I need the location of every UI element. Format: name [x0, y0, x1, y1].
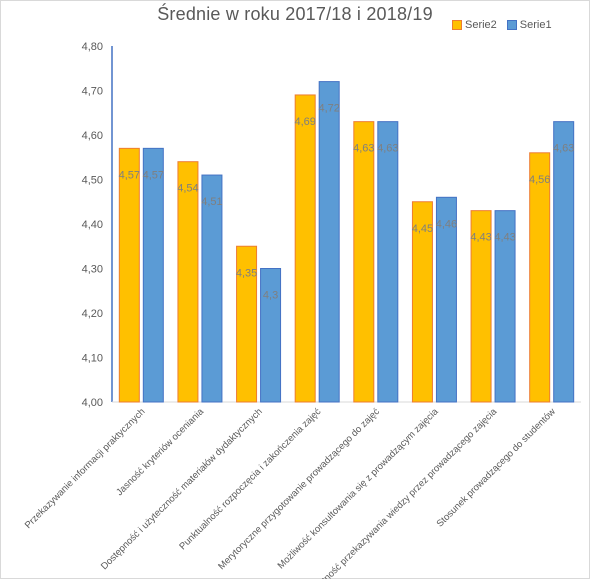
bar-serie2-1 [118, 147, 140, 403]
chart-title: Średnie w roku 2017/18 i 2018/19 [157, 4, 433, 24]
legend-item-serie1: Serie1 [506, 19, 552, 31]
data-label-serie1-5: 4,63 [377, 143, 398, 155]
data-label-serie1-6: 4,46 [436, 218, 457, 230]
x-tick-label: Przekazywanie informacji praktycznych [23, 406, 148, 531]
legend-label-serie1: Serie1 [519, 19, 552, 31]
x-tick-label: Stosunek prowadzącego do studentów [435, 406, 558, 529]
y-tick-label: 4,40 [82, 219, 103, 231]
bar-serie1-5 [377, 121, 399, 403]
bar-serie1-2 [201, 174, 223, 403]
bar-serie1-1 [142, 147, 164, 403]
bar-serie2-7 [470, 210, 492, 403]
chart-legend: Serie2 Serie1 [452, 19, 552, 31]
y-tick-label: 4,30 [82, 264, 103, 276]
bar-serie2-3 [236, 245, 258, 403]
data-label-serie2-2: 4,54 [177, 183, 198, 195]
y-tick-label: 4,20 [82, 308, 103, 320]
data-label-serie1-3: 4,3 [263, 290, 278, 302]
data-label-serie2-7: 4,43 [470, 232, 491, 244]
bar-serie1-3 [260, 268, 282, 403]
y-tick-label: 4,50 [82, 175, 103, 187]
legend-label-serie2: Serie2 [465, 19, 497, 31]
y-tick-label: 4,10 [82, 353, 103, 365]
bar-serie2-6 [411, 201, 433, 403]
legend-item-serie2: Serie2 [452, 19, 497, 31]
y-tick-label: 4,60 [82, 130, 103, 142]
data-label-serie2-6: 4,45 [412, 223, 433, 235]
data-label-serie1-8: 4,63 [553, 143, 574, 155]
bar-serie2-4 [294, 94, 316, 403]
bar-serie1-4 [318, 81, 340, 403]
data-label-serie1-1: 4,57 [143, 169, 164, 181]
legend-swatch-serie1 [506, 20, 517, 30]
bar-serie1-6 [435, 196, 457, 403]
data-label-serie2-1: 4,57 [119, 169, 140, 181]
bar-serie2-5 [353, 121, 375, 403]
data-label-serie2-8: 4,56 [529, 174, 550, 186]
data-label-serie1-4: 4,72 [318, 103, 339, 115]
data-label-serie2-3: 4,35 [236, 267, 257, 279]
data-label-serie2-4: 4,69 [294, 116, 315, 128]
data-label-serie2-5: 4,63 [353, 143, 374, 155]
bar-serie2-2 [177, 161, 199, 403]
data-label-serie1-2: 4,51 [201, 196, 222, 208]
legend-swatch-serie2 [452, 20, 462, 30]
y-tick-label: 4,00 [82, 397, 103, 409]
bar-serie1-7 [494, 210, 516, 403]
y-tick-label: 4,70 [82, 86, 103, 98]
bar-serie2-8 [529, 152, 551, 403]
bar-serie1-8 [553, 121, 575, 403]
data-label-serie1-7: 4,43 [494, 232, 515, 244]
y-tick-label: 4,80 [82, 41, 103, 53]
